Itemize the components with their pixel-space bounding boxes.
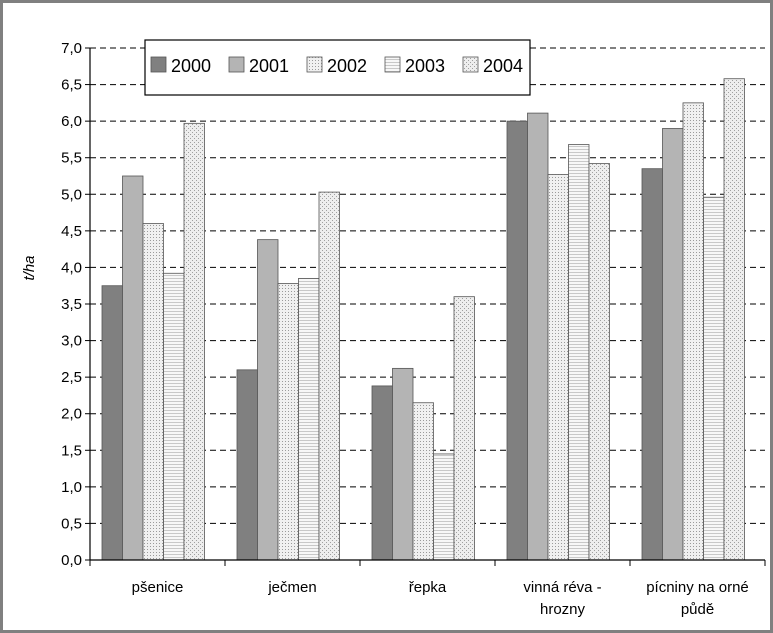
y-tick-label: 1,5 (61, 442, 82, 459)
bar-2004-4 (723, 78, 745, 561)
bar-2001-1 (257, 239, 279, 561)
bar-2000-3 (506, 120, 528, 561)
legend-swatch-2000 (150, 56, 167, 73)
category-label: hrozny (540, 601, 586, 618)
bar-2003-4 (703, 196, 725, 561)
bar-2001-0 (122, 175, 144, 561)
y-tick-label: 6,0 (61, 113, 82, 130)
bar-2002-2 (412, 402, 434, 561)
category-label: pšenice (132, 579, 184, 596)
y-tick-label: 6,5 (61, 77, 82, 94)
category-label: řepka (409, 579, 447, 596)
bar-2003-2 (433, 453, 455, 561)
y-tick-label: 5,5 (61, 150, 82, 167)
bar-2000-1 (236, 369, 258, 561)
legend-label-2004: 2004 (483, 56, 523, 76)
bar-2002-3 (547, 174, 569, 561)
y-tick-label: 2,0 (61, 406, 82, 423)
legend-swatch-2001 (228, 56, 245, 73)
y-tick-label: 2,5 (61, 369, 82, 386)
legend-label-2003: 2003 (405, 56, 445, 76)
legend-label-2000: 2000 (171, 56, 211, 76)
y-tick-label: 4,5 (61, 223, 82, 240)
legend-swatch-2004 (462, 56, 479, 73)
axes (85, 47, 766, 566)
y-tick-label: 4,0 (61, 259, 82, 276)
y-tick-label: 3,5 (61, 296, 82, 313)
bar-2000-2 (371, 385, 393, 561)
legend-swatch-2002 (306, 56, 323, 73)
y-axis-label: t/ha (21, 255, 38, 280)
y-tick-label: 7,0 (61, 40, 82, 57)
category-label: vinná réva - (523, 579, 601, 596)
bar-2000-0 (101, 285, 123, 561)
bar-2002-0 (142, 223, 164, 561)
bar-2001-3 (527, 112, 549, 561)
tick-labels: 0,0 0,5 1,0 1,5 2,0 2,5 3,0 3,5 4,0 4,5 5,0 5,5 6,0 6… (61, 40, 82, 569)
bar-2004-3 (588, 163, 610, 561)
bar-2001-4 (662, 128, 684, 561)
category-labels: pšenice ječmen řepka vinná réva - hrozny pícn… (132, 579, 749, 618)
y-tick-label: 3,0 (61, 333, 82, 350)
bar-2004-0 (183, 122, 205, 561)
bar-2002-1 (277, 283, 299, 561)
bar-2002-4 (682, 102, 704, 561)
bar-2004-1 (318, 191, 340, 561)
bar-2003-3 (568, 144, 590, 561)
bar-2003-0 (163, 272, 185, 561)
y-tick-label: 0,5 (61, 515, 82, 532)
category-label: půdě (681, 601, 714, 618)
y-tick-label: 0,0 (61, 552, 82, 569)
legend-label-2002: 2002 (327, 56, 367, 76)
y-tick-label: 5,0 (61, 186, 82, 203)
bar-2001-2 (392, 367, 414, 561)
y-tick-label: 1,0 (61, 479, 82, 496)
legend: 2000 2001 2002 2003 2004 (144, 39, 531, 96)
bar-2004-2 (453, 296, 475, 561)
legend-swatch-2003 (384, 56, 401, 73)
bars (101, 78, 745, 561)
category-label: pícniny na orné (646, 579, 749, 596)
bar-2003-1 (298, 277, 320, 561)
bar-2000-4 (641, 168, 663, 561)
category-label: ječmen (267, 579, 316, 596)
legend-label-2001: 2001 (249, 56, 289, 76)
